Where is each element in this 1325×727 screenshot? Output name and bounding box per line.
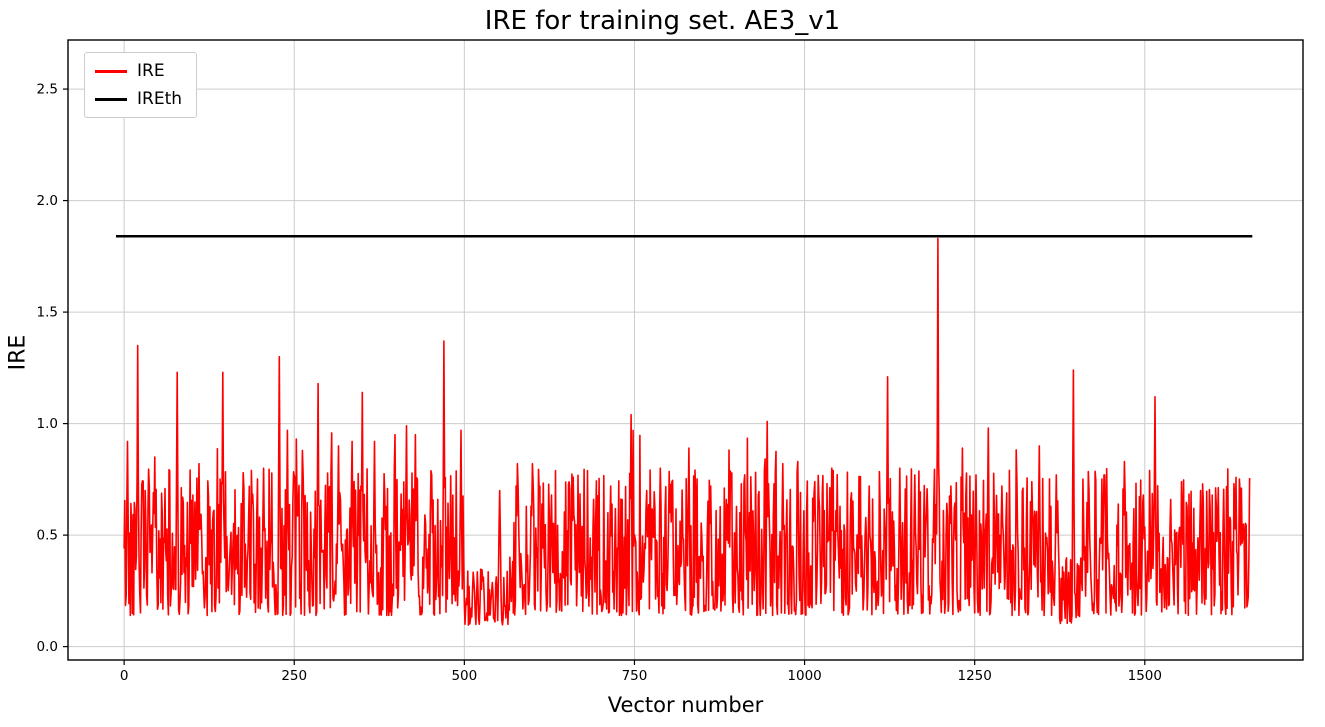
x-tick-label: 0: [120, 668, 129, 684]
x-tick-label: 1000: [787, 668, 821, 684]
y-tick-label: 0.0: [37, 639, 58, 655]
y-tick-label: 2.5: [37, 82, 58, 98]
x-tick-label: 500: [451, 668, 477, 684]
legend: IRE IREth: [84, 52, 198, 118]
ire-line-swatch: [95, 69, 127, 73]
x-tick-label: 1500: [1128, 668, 1162, 684]
y-axis-label: IRE: [5, 334, 31, 371]
y-tick-label: 2.0: [37, 193, 58, 209]
x-tick-label: 750: [622, 668, 648, 684]
x-axis-label: Vector number: [607, 693, 764, 717]
y-tick-label: 0.5: [37, 528, 58, 544]
legend-item-ireth: IREth: [95, 89, 182, 109]
legend-label-ireth: IREth: [137, 89, 183, 109]
ire-series-line: [123, 237, 1251, 626]
legend-label-ire: IRE: [137, 61, 165, 81]
y-tick-label: 1.0: [37, 416, 58, 432]
ireth-line-swatch: [95, 97, 127, 101]
x-tick-label: 1250: [958, 668, 992, 684]
x-tick-label: 250: [281, 668, 307, 684]
y-tick-label: 1.5: [37, 305, 58, 321]
chart-title: IRE for training set. AE3_v1: [484, 6, 841, 36]
axes-frame: [67, 39, 1304, 661]
legend-item-ire: IRE: [95, 61, 182, 81]
